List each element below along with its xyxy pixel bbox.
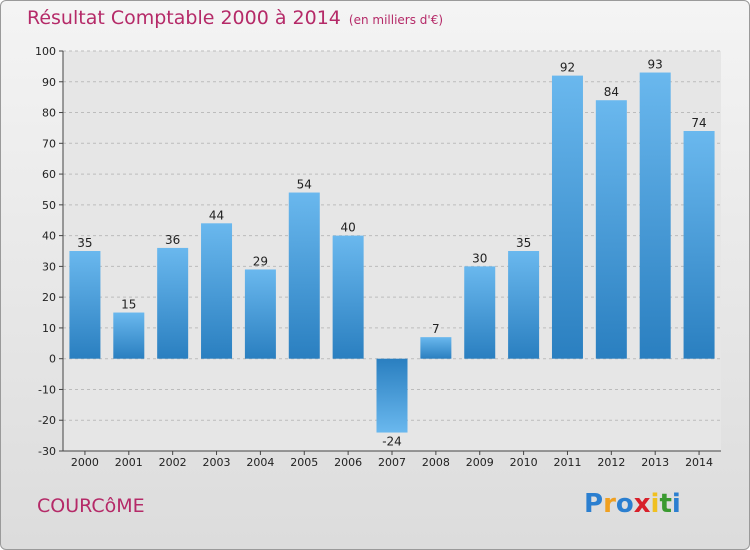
- bar-value-label: 36: [165, 233, 180, 247]
- y-tick-label: 0: [49, 353, 56, 366]
- bar: [69, 251, 101, 359]
- x-tick-label: 2011: [553, 456, 581, 469]
- y-tick-label: 10: [42, 322, 56, 335]
- bar: [332, 235, 364, 359]
- place-name: COURCôME: [37, 495, 145, 517]
- logo-letter: r: [603, 489, 616, 519]
- x-tick-label: 2014: [685, 456, 713, 469]
- bar: [595, 100, 627, 359]
- bar-value-label: 54: [297, 178, 312, 192]
- y-tick-label: -20: [38, 414, 56, 427]
- y-tick-label: 70: [42, 137, 56, 150]
- y-tick-label: 100: [35, 45, 56, 58]
- y-tick-label: 90: [42, 76, 56, 89]
- bar: [244, 269, 276, 359]
- proxiti-logo: Proxiti: [584, 489, 681, 519]
- bar: [201, 223, 233, 359]
- x-tick-label: 2000: [71, 456, 99, 469]
- bar-value-label: 30: [472, 251, 487, 265]
- x-tick-label: 2010: [510, 456, 538, 469]
- x-tick-label: 2001: [115, 456, 143, 469]
- x-tick-label: 2007: [378, 456, 406, 469]
- x-tick-label: 2005: [290, 456, 318, 469]
- bar: [508, 251, 540, 359]
- y-tick-label: 40: [42, 230, 56, 243]
- chart-title: Résultat Comptable 2000 à 2014 (en millie…: [27, 7, 443, 29]
- bar-value-label: 93: [648, 58, 663, 72]
- logo-letter: P: [584, 489, 604, 519]
- bar-value-label: 35: [77, 236, 92, 250]
- y-tick-label: 60: [42, 168, 56, 181]
- bar: [113, 312, 145, 359]
- bar-value-label: -24: [382, 435, 402, 449]
- y-tick-label: 30: [42, 260, 56, 273]
- bar-value-label: 74: [691, 116, 706, 130]
- y-tick-label: -30: [38, 445, 56, 458]
- x-tick-label: 2013: [641, 456, 669, 469]
- x-tick-label: 2012: [597, 456, 625, 469]
- bar: [464, 266, 496, 359]
- bar: [157, 247, 189, 359]
- bar-value-label: 7: [432, 322, 440, 336]
- bar-value-label: 29: [253, 254, 268, 268]
- x-tick-label: 2009: [466, 456, 494, 469]
- bar-value-label: 84: [604, 85, 619, 99]
- y-tick-label: -10: [38, 383, 56, 396]
- logo-letter: i: [650, 489, 660, 519]
- x-tick-label: 2002: [159, 456, 187, 469]
- chart-subtitle: (en milliers d'€): [348, 13, 444, 27]
- bar: [683, 131, 715, 359]
- bar-value-label: 44: [209, 208, 224, 222]
- bar: [639, 72, 671, 359]
- x-tick-label: 2003: [203, 456, 231, 469]
- x-tick-label: 2008: [422, 456, 450, 469]
- logo-letter: i: [671, 489, 681, 519]
- bar-value-label: 15: [121, 298, 136, 312]
- bar: [376, 358, 408, 433]
- x-tick-label: 2004: [246, 456, 274, 469]
- bar-value-label: 35: [516, 236, 531, 250]
- y-tick-label: 20: [42, 291, 56, 304]
- bar-value-label: 92: [560, 61, 575, 75]
- chart-title-text: Résultat Comptable 2000 à 2014: [27, 7, 341, 29]
- bar: [551, 75, 583, 359]
- x-tick-label: 2006: [334, 456, 362, 469]
- bar: [288, 192, 320, 359]
- logo-letter: x: [633, 489, 651, 519]
- bar-value-label: 40: [340, 221, 355, 235]
- bar: [420, 337, 452, 359]
- logo-letter: t: [659, 489, 672, 519]
- y-tick-label: 80: [42, 107, 56, 120]
- logo-letter: o: [615, 489, 634, 519]
- y-tick-label: 50: [42, 199, 56, 212]
